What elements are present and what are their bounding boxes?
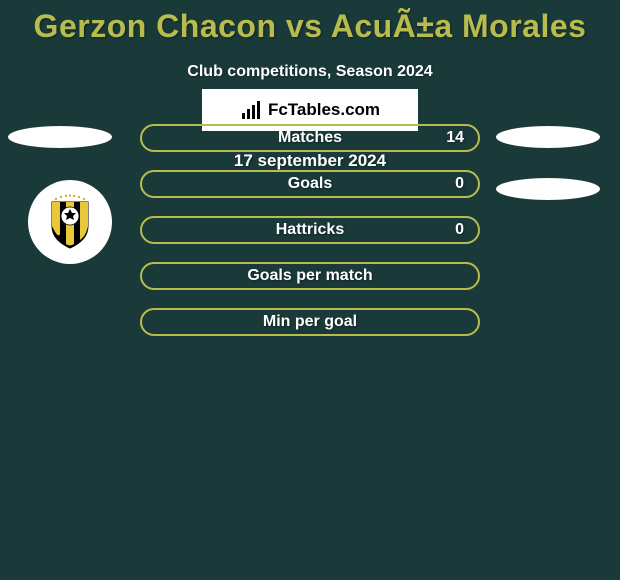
stat-row: Goals per match (140, 262, 480, 290)
stat-row: Matches 14 (140, 124, 480, 152)
stat-row: Hattricks 0 (140, 216, 480, 244)
player-photo-placeholder-left (8, 126, 112, 148)
bars-icon (240, 99, 262, 121)
stat-label: Min per goal (263, 313, 357, 331)
stat-label: Goals per match (247, 267, 372, 285)
stat-label: Matches (278, 129, 342, 147)
comparison-title: Gerzon Chacon vs AcuÃ±a Morales (0, 0, 620, 45)
stat-label: Goals (288, 175, 332, 193)
player-photo-placeholder-right-1 (496, 126, 600, 148)
club-badge-left (28, 180, 112, 264)
branding-text: FcTables.com (268, 100, 380, 120)
player-photo-placeholder-right-2 (496, 178, 600, 200)
shield-icon (46, 194, 94, 250)
stat-label: Hattricks (276, 221, 344, 239)
stat-row: Min per goal (140, 308, 480, 336)
stats-container: Matches 14 Goals 0 Hattricks 0 Goals per… (140, 124, 480, 354)
season-subtitle: Club competitions, Season 2024 (0, 63, 620, 81)
stat-value: 0 (455, 175, 464, 193)
stat-value: 14 (446, 129, 464, 147)
stat-row: Goals 0 (140, 170, 480, 198)
stat-value: 0 (455, 221, 464, 239)
